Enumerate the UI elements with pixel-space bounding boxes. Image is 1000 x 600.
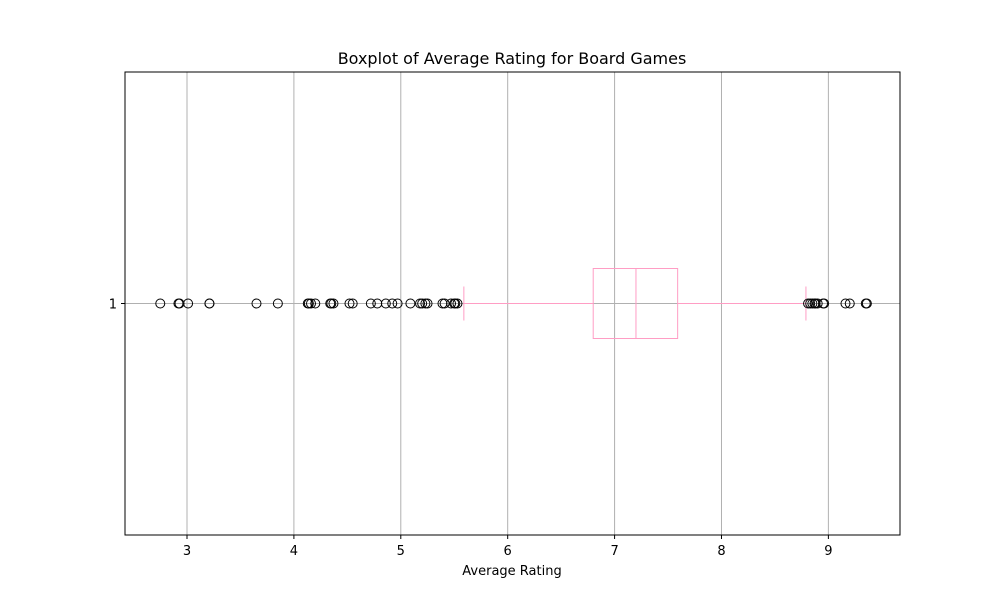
outlier-point: [347, 298, 358, 309]
outlier-point: [417, 298, 428, 309]
interquartile-box: [592, 268, 679, 339]
outlier-point: [861, 298, 872, 309]
x-tick-label: 6: [504, 544, 512, 559]
outlier-point: [380, 298, 391, 309]
outlier-point: [819, 298, 830, 309]
outlier-point: [306, 298, 316, 309]
x-tick-label: 3: [183, 544, 191, 559]
outlier-point: [812, 298, 823, 309]
outlier-point: [365, 298, 376, 309]
outlier-point: [422, 298, 433, 309]
outlier-point: [439, 298, 450, 309]
x-tick-label: 7: [610, 544, 618, 559]
outlier-point: [272, 298, 283, 309]
outlier-point: [446, 298, 457, 309]
box-group: [155, 268, 872, 339]
outlier-point: [328, 298, 339, 309]
outlier-point: [204, 298, 215, 309]
outlier-point: [251, 298, 262, 309]
outlier-point: [310, 298, 321, 309]
chart-title: Boxplot of Average Rating for Board Game…: [338, 49, 687, 68]
outlier-point: [840, 298, 851, 309]
outlier-point: [405, 298, 416, 309]
outlier-point: [392, 298, 403, 309]
x-tick-label: 9: [824, 544, 832, 559]
y-tick-label: 1: [109, 298, 117, 313]
outlier-point: [155, 298, 166, 309]
x-tick-label: 8: [717, 544, 725, 559]
outlier-point: [387, 298, 398, 309]
axis-ticks: 3 4 5 6 7 8 9 1: [109, 298, 833, 560]
outlier-point: [183, 298, 194, 309]
outlier-point: [344, 298, 355, 309]
outlier-point: [844, 298, 855, 309]
x-tick-label: 5: [397, 544, 405, 559]
outlier-point: [452, 298, 463, 309]
x-axis-label: Average Rating: [462, 564, 561, 579]
x-tick-label: 4: [290, 544, 298, 559]
